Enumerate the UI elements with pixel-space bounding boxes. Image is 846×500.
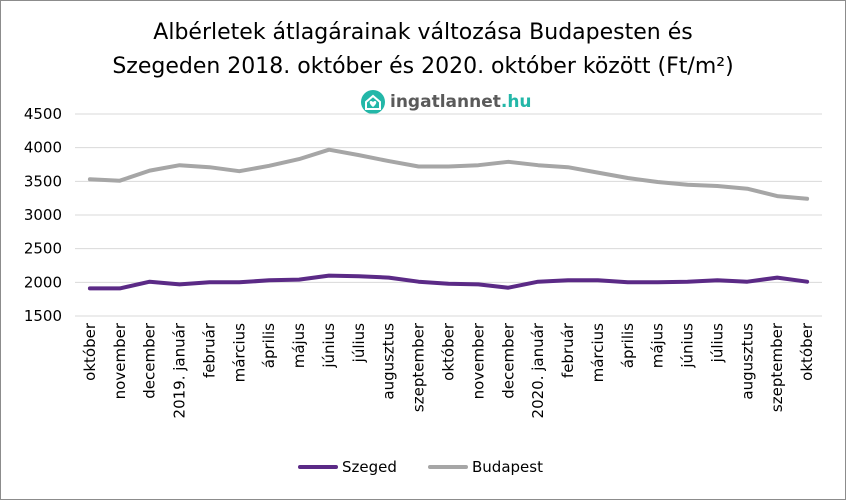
house-icon [361, 90, 385, 114]
x-tick-label: február [559, 322, 577, 378]
x-tick-label: október [798, 322, 816, 381]
watermark-brand: ingatlannet [390, 92, 501, 112]
x-tick-label: szeptember [410, 322, 428, 412]
x-tick-label: április [260, 323, 278, 368]
x-tick-label: augusztus [738, 323, 756, 400]
legend-label: Budapest [472, 458, 543, 476]
x-tick-label: március [230, 323, 248, 383]
y-axis-ticks: 1500 2000 2500 3000 3500 4000 4500 [24, 105, 62, 325]
x-tick-label: július [350, 323, 368, 364]
watermark-logo: ingatlannet.hu [360, 88, 532, 116]
x-tick-label: május [290, 323, 308, 368]
y-tick-label: 3000 [24, 206, 62, 224]
gridlines [75, 113, 822, 317]
x-tick-label: február [200, 322, 218, 378]
chart-title: Albérletek átlagárainak változása Budape… [0, 16, 846, 84]
y-tick-label: 2000 [24, 273, 62, 291]
x-tick-label: április [619, 323, 637, 368]
x-tick-label: május [649, 323, 667, 368]
y-tick-label: 2500 [24, 240, 62, 258]
x-tick-label: december [141, 322, 159, 399]
y-tick-label: 1500 [24, 307, 62, 325]
title-line-2: Szegeden 2018. október és 2020. október … [112, 54, 734, 79]
y-tick-label: 4500 [24, 105, 62, 123]
x-tick-label: december [499, 322, 517, 399]
x-tick-label: június [679, 323, 697, 369]
x-tick-label: július [708, 323, 726, 364]
y-tick-label: 4000 [24, 139, 62, 157]
watermark-tld: .hu [500, 92, 532, 112]
y-tick-label: 3500 [24, 172, 62, 190]
legend-label: Szeged [342, 458, 397, 476]
series-line-0 [87, 273, 810, 291]
x-tick-label: március [589, 323, 607, 383]
x-tick-label: 2019. január [171, 322, 189, 418]
x-tick-label: november [111, 322, 129, 399]
x-tick-label: augusztus [380, 323, 398, 400]
legend: Szeged Budapest [298, 458, 543, 476]
x-tick-label: szeptember [768, 322, 786, 412]
x-tick-label: október [81, 322, 99, 381]
x-tick-label: október [440, 322, 458, 381]
x-tick-label: november [469, 322, 487, 399]
series-line-1 [87, 147, 810, 201]
series-lines [87, 147, 810, 291]
x-tick-label: 2020. január [529, 322, 547, 418]
title-line-1: Albérletek átlagárainak változása Budape… [153, 20, 693, 45]
x-tick-label: június [320, 323, 338, 369]
x-axis-ticks: október november december 2019. január febru… [81, 322, 816, 418]
